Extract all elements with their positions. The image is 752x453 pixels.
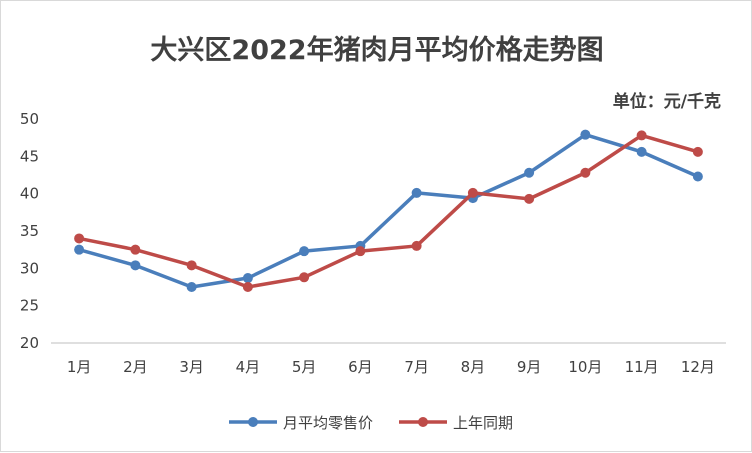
series-1: [74, 129, 703, 292]
x-tick-label: 2月: [123, 358, 148, 376]
x-tick-label: 1月: [67, 358, 92, 376]
data-point: [299, 272, 310, 283]
y-tick-label: 50: [20, 110, 39, 128]
unit-label: 单位：元/千克: [613, 91, 721, 112]
data-point: [130, 260, 141, 271]
data-point: [355, 246, 366, 257]
legend-swatch-marker: [418, 417, 428, 427]
x-tick-label: 8月: [461, 358, 486, 376]
y-tick-label: 45: [20, 147, 39, 165]
data-point: [467, 187, 478, 198]
data-point: [580, 167, 591, 178]
x-tick-label: 10月: [568, 358, 602, 376]
data-point: [242, 273, 253, 284]
legend-item: 上年同期: [399, 414, 513, 432]
data-point: [74, 233, 85, 244]
data-point: [692, 146, 703, 157]
y-tick-label: 25: [20, 297, 39, 315]
x-tick-label: 12月: [681, 358, 715, 376]
series-line: [77, 132, 700, 289]
data-point: [636, 130, 647, 141]
data-point: [580, 129, 591, 140]
legend: 月平均零售价 上年同期: [229, 414, 513, 432]
y-tick-label: 40: [20, 185, 39, 203]
x-tick-label: 3月: [179, 358, 204, 376]
data-point: [411, 240, 422, 251]
data-point: [130, 244, 141, 255]
data-point: [692, 171, 703, 182]
series-lines: [74, 129, 703, 292]
series-2: [74, 130, 703, 292]
x-tick-label: 5月: [292, 358, 317, 376]
legend-label: 上年同期: [453, 414, 513, 432]
x-tick-label: 9月: [517, 358, 542, 376]
data-point: [186, 260, 197, 271]
data-point: [524, 167, 535, 178]
data-point: [74, 244, 85, 255]
data-point: [186, 282, 197, 292]
chart-title: 大兴区2022年猪肉月平均价格走势图: [150, 34, 603, 66]
data-point: [636, 146, 647, 157]
x-tick-label: 4月: [236, 358, 261, 376]
x-tick-label: 7月: [404, 358, 429, 376]
legend-item: 月平均零售价: [229, 414, 373, 432]
data-point: [524, 193, 535, 204]
data-point: [299, 246, 310, 257]
y-tick-label: 20: [20, 334, 39, 352]
data-point: [411, 187, 422, 198]
legend-swatch-marker: [248, 417, 258, 427]
series-line: [77, 133, 700, 289]
x-tick-label: 11月: [625, 358, 659, 376]
x-tick-label: 6月: [348, 358, 373, 376]
y-tick-label: 30: [20, 259, 39, 277]
axes: 20 25 30 35 40 45 50 1月 2月 3月 4月 5月 6月 7月 8月 9月 10月 11月 12…: [20, 110, 726, 376]
y-tick-label: 35: [20, 222, 39, 240]
data-point: [242, 282, 253, 292]
legend-label: 月平均零售价: [283, 414, 373, 432]
